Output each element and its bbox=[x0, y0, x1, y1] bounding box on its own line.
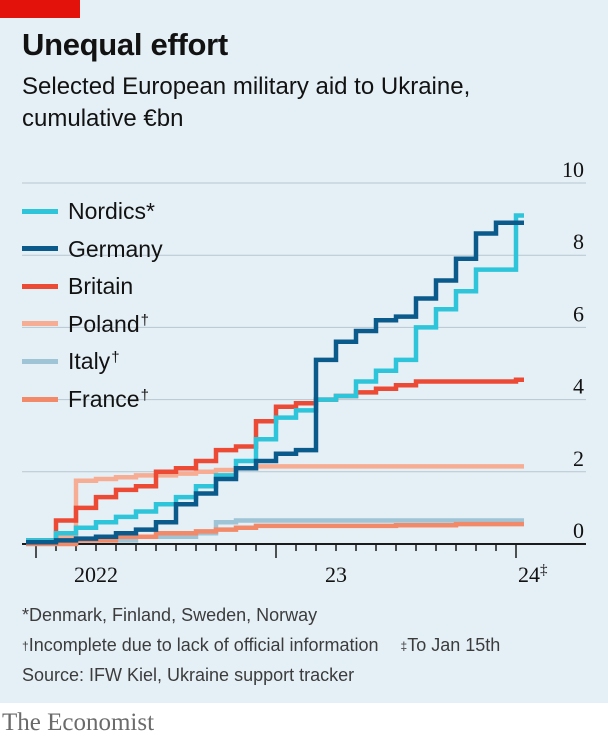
legend-item-nordics: Nordics * bbox=[22, 197, 155, 225]
y-tick-label: 8 bbox=[573, 229, 584, 254]
y-tick-label: 4 bbox=[573, 374, 584, 399]
legend-item-italy: Italy † bbox=[22, 347, 120, 375]
legend-label: Poland bbox=[68, 310, 140, 337]
legend-swatch bbox=[22, 321, 58, 327]
y-tick-label: 10 bbox=[562, 157, 584, 182]
chart-subtitle: Selected European military aid to Ukrain… bbox=[22, 73, 471, 132]
legend-label: Britain bbox=[68, 273, 134, 300]
legend-item-france: France † bbox=[22, 385, 149, 413]
note-incomplete-text: Incomplete due to lack of official infor… bbox=[28, 635, 379, 655]
note-nordics: *Denmark, Finland, Sweden, Norway bbox=[22, 605, 318, 625]
line-chart: 0 2 4 6 8 10 2022 23 24‡ bbox=[22, 157, 586, 587]
x-tick-note-mark: ‡ bbox=[540, 562, 548, 578]
x-tick-label: 23 bbox=[325, 562, 347, 587]
legend-note-mark: * bbox=[145, 198, 155, 224]
legend-item-germany: Germany bbox=[22, 235, 163, 263]
note-to-date-text: To Jan 15th bbox=[407, 635, 501, 655]
legend-swatch bbox=[22, 358, 58, 364]
chart-title: Unequal effort bbox=[22, 27, 228, 62]
double-dagger-mark: ‡ bbox=[400, 639, 408, 653]
economist-logo: The Economist bbox=[2, 709, 155, 736]
chart-panel: Unequal effort Selected European militar… bbox=[0, 0, 586, 690]
note-source: Source: IFW Kiel, Ukraine support tracke… bbox=[22, 665, 355, 685]
series-line-france bbox=[26, 521, 524, 547]
legend-label: Italy bbox=[68, 348, 111, 375]
y-tick-label: 0 bbox=[573, 518, 584, 543]
chart-notes: *Denmark, Finland, Sweden, Norway †Incom… bbox=[22, 600, 500, 690]
note-incomplete: †Incomplete due to lack of official info… bbox=[22, 630, 500, 660]
x-tick-label: 24‡ bbox=[518, 562, 548, 587]
legend-swatch bbox=[22, 208, 58, 214]
legend-item-britain: Britain bbox=[22, 272, 133, 300]
legend-label: Nordics bbox=[68, 198, 146, 224]
legend-label: Germany bbox=[68, 235, 163, 262]
brand-red-tag bbox=[0, 0, 80, 18]
dagger-mark: † bbox=[22, 639, 29, 653]
legend-label: France bbox=[68, 386, 140, 412]
y-tick-label: 6 bbox=[573, 301, 584, 326]
y-tick-label: 2 bbox=[573, 446, 584, 471]
series-line-poland bbox=[26, 464, 524, 543]
legend-note-mark: † bbox=[140, 311, 149, 329]
legend-swatch bbox=[22, 246, 58, 252]
legend-item-poland: Poland † bbox=[22, 310, 149, 338]
x-tick-label: 2022 bbox=[74, 562, 118, 587]
series-line-germany bbox=[26, 220, 524, 545]
legend-note-mark: † bbox=[140, 387, 149, 404]
series-line-britain bbox=[26, 377, 524, 543]
legend-swatch bbox=[22, 396, 58, 402]
legend-swatch bbox=[22, 283, 58, 289]
footer: The Economist bbox=[0, 703, 608, 739]
legend-note-mark: † bbox=[111, 349, 120, 367]
series-line-nordics bbox=[26, 213, 524, 543]
